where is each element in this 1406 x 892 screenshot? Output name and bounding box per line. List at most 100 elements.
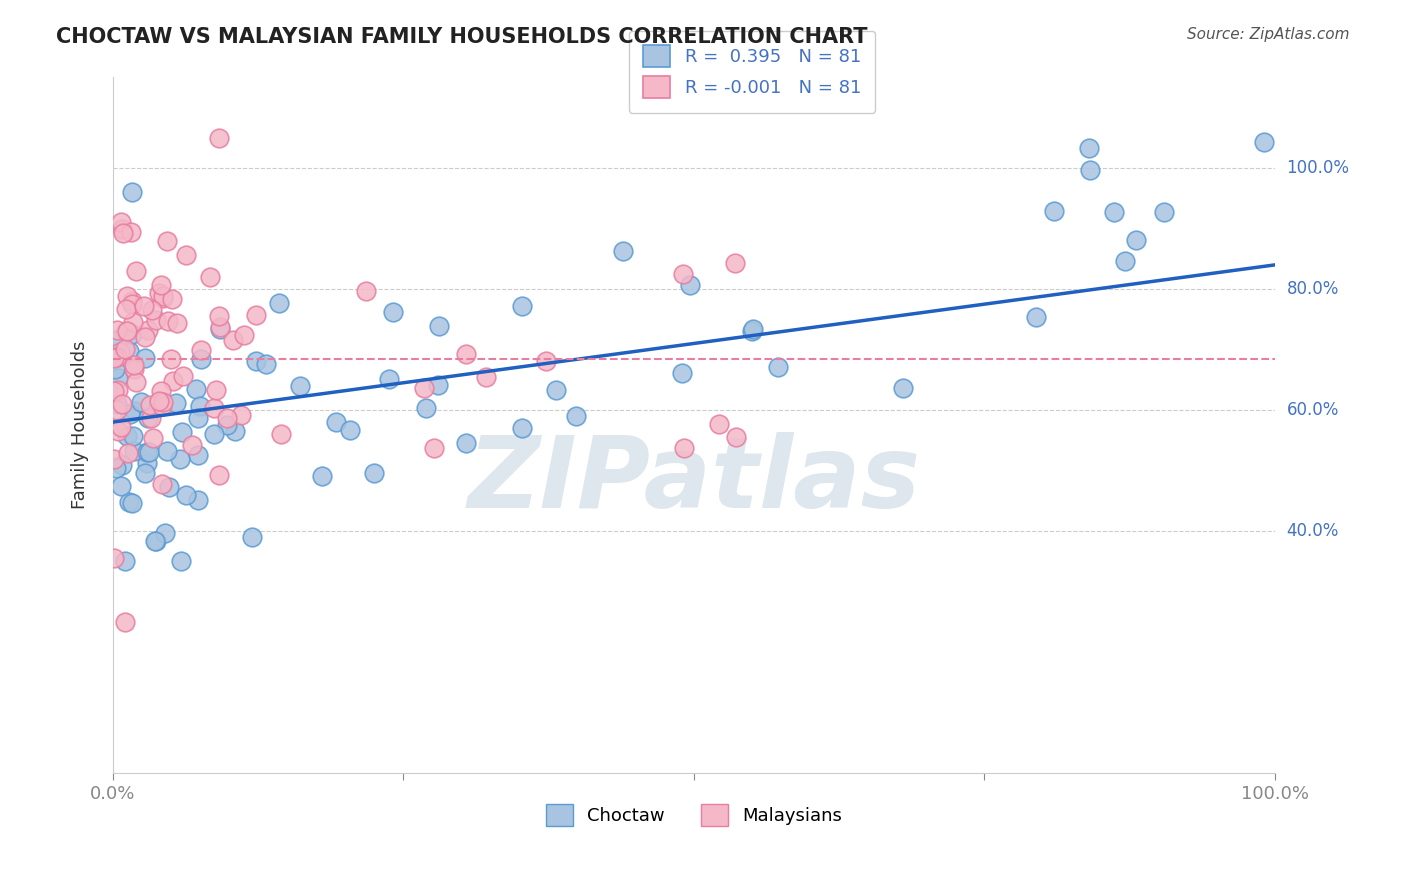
Malaysians [159, 351, 181, 366]
Malaysians [707, 417, 730, 431]
Choctaw [155, 526, 177, 541]
Malaysians [176, 248, 198, 262]
Malaysians [115, 324, 138, 338]
Malaysians [200, 269, 222, 284]
Choctaw [135, 445, 157, 459]
Malaysians [134, 299, 156, 313]
Choctaw [1125, 233, 1147, 247]
Malaysians [111, 397, 134, 411]
Malaysians [114, 342, 136, 356]
Choctaw [1153, 205, 1175, 219]
Choctaw [454, 435, 477, 450]
Malaysians [222, 333, 245, 347]
Malaysians [162, 374, 184, 388]
Malaysians [534, 354, 557, 368]
Choctaw [134, 466, 156, 480]
Malaysians [150, 477, 173, 491]
Malaysians [413, 381, 436, 395]
Malaysians [152, 291, 174, 305]
Choctaw [117, 344, 139, 359]
Text: ZIPatlas: ZIPatlas [467, 433, 921, 529]
Choctaw [612, 244, 634, 258]
Malaysians [125, 375, 148, 389]
Malaysians [725, 430, 748, 444]
Choctaw [156, 444, 179, 458]
Malaysians [209, 320, 232, 334]
Choctaw [176, 488, 198, 502]
Choctaw [426, 378, 449, 392]
Malaysians [115, 302, 138, 317]
Malaysians [150, 399, 173, 413]
Malaysians [156, 234, 179, 248]
Choctaw [187, 448, 209, 462]
Malaysians [148, 285, 170, 300]
Malaysians [134, 330, 156, 344]
Choctaw [766, 360, 789, 375]
Malaysians [124, 264, 146, 278]
Malaysians [103, 384, 125, 398]
Choctaw [122, 428, 145, 442]
Choctaw [121, 327, 143, 342]
Choctaw [115, 428, 138, 442]
Malaysians [111, 227, 134, 241]
Malaysians [110, 419, 132, 434]
Choctaw [510, 299, 533, 313]
Malaysians [107, 402, 129, 417]
Choctaw [110, 479, 132, 493]
Choctaw [202, 427, 225, 442]
Text: CHOCTAW VS MALAYSIAN FAMILY HOUSEHOLDS CORRELATION CHART: CHOCTAW VS MALAYSIAN FAMILY HOUSEHOLDS C… [56, 27, 868, 46]
Malaysians [121, 294, 143, 309]
Choctaw [208, 321, 231, 335]
Choctaw [363, 466, 385, 480]
Malaysians [103, 452, 125, 467]
Malaysians [111, 221, 134, 235]
Choctaw [1043, 204, 1066, 219]
Malaysians [245, 308, 267, 322]
Text: 100.0%: 100.0% [1286, 159, 1350, 178]
Choctaw [1025, 310, 1047, 324]
Malaysians [207, 131, 229, 145]
Choctaw [187, 493, 209, 508]
Choctaw [565, 409, 588, 424]
Malaysians [150, 278, 173, 293]
Malaysians [149, 384, 172, 398]
Malaysians [122, 361, 145, 376]
Choctaw [159, 480, 181, 494]
Choctaw [105, 460, 128, 475]
Choctaw [288, 379, 311, 393]
Choctaw [1102, 205, 1125, 219]
Malaysians [162, 292, 184, 306]
Malaysians [121, 315, 143, 329]
Malaysians [142, 431, 165, 445]
Choctaw [111, 458, 134, 472]
Malaysians [148, 394, 170, 409]
Malaysians [202, 401, 225, 416]
Malaysians [124, 358, 146, 372]
Choctaw [378, 372, 401, 386]
Choctaw [1114, 253, 1136, 268]
Choctaw [381, 304, 404, 318]
Choctaw [256, 357, 278, 371]
Choctaw [245, 354, 267, 368]
Malaysians [105, 323, 128, 337]
Choctaw [741, 324, 763, 338]
Choctaw [267, 295, 290, 310]
Malaysians [114, 615, 136, 629]
Malaysians [110, 214, 132, 228]
Choctaw [120, 407, 142, 421]
Choctaw [105, 397, 128, 411]
Choctaw [165, 396, 187, 410]
Choctaw [169, 451, 191, 466]
Choctaw [107, 371, 129, 385]
Choctaw [891, 380, 914, 394]
Malaysians [107, 424, 129, 438]
Malaysians [166, 316, 188, 330]
Choctaw [1253, 135, 1275, 149]
Choctaw [170, 425, 193, 439]
Malaysians [231, 408, 253, 422]
Malaysians [103, 550, 125, 565]
Choctaw [240, 530, 263, 544]
Choctaw [325, 415, 347, 429]
Malaysians [121, 297, 143, 311]
Malaysians [145, 313, 167, 327]
